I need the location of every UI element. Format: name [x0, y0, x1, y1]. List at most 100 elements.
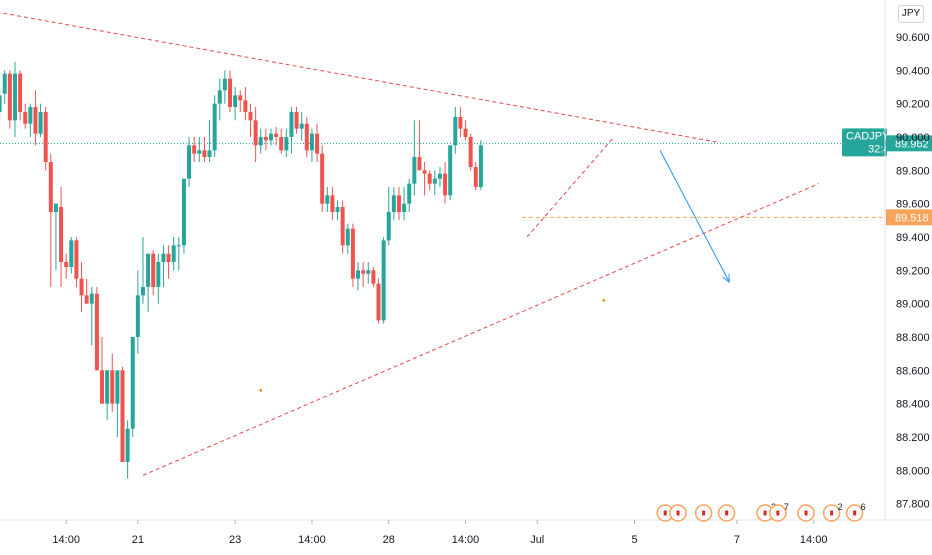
- candle-body: [125, 428, 130, 462]
- maple-leaf-icon: [853, 510, 857, 516]
- candle-body: [243, 100, 248, 112]
- event-flag-icon[interactable]: [797, 504, 815, 522]
- event-flag-icon[interactable]: 7: [769, 502, 789, 522]
- candle-body: [473, 167, 478, 187]
- maple-leaf-icon: [763, 510, 767, 516]
- candle: [202, 137, 207, 162]
- candle-body: [335, 207, 340, 212]
- candle-body: [432, 178, 437, 184]
- candle: [335, 200, 340, 221]
- candle-body: [156, 262, 161, 287]
- candle: [151, 250, 156, 296]
- time-tick-label: 28: [383, 534, 395, 546]
- candle: [391, 187, 396, 221]
- candle: [473, 162, 478, 191]
- price-tick-label: 89.000: [896, 299, 930, 311]
- trend-lines[interactable]: [0, 7, 885, 476]
- forecast-arrow-head[interactable]: [722, 273, 730, 284]
- candle: [468, 133, 473, 171]
- event-flag-icon[interactable]: 2: [822, 502, 843, 522]
- candle: [12, 62, 17, 137]
- candle: [33, 90, 38, 146]
- forecast-arrow[interactable]: [659, 150, 730, 283]
- candle-body: [187, 145, 192, 179]
- candle-body: [391, 195, 396, 212]
- candle-body: [396, 195, 401, 212]
- candle: [443, 162, 448, 204]
- candle: [38, 103, 43, 137]
- price-tick-label: 89.400: [896, 232, 930, 244]
- time-axis[interactable]: 14:00 21 23 14:00 28 14:00 Jul 5 7 14:00: [0, 519, 932, 546]
- candle-body: [345, 228, 350, 246]
- candle: [176, 237, 181, 271]
- candle-body: [366, 270, 371, 274]
- trend-line[interactable]: [0, 7, 717, 143]
- candle: [330, 187, 335, 221]
- candle: [110, 353, 115, 412]
- candle-body: [2, 73, 7, 94]
- candle: [74, 237, 79, 287]
- candle: [376, 278, 381, 324]
- candle-body: [258, 137, 263, 146]
- time-tick-label: 14:00: [52, 534, 80, 546]
- candle: [309, 128, 314, 162]
- candle-body: [263, 137, 268, 141]
- trend-line[interactable]: [526, 136, 615, 238]
- candle: [299, 112, 304, 141]
- price-tick-label: 90.600: [896, 32, 930, 44]
- candle-body: [110, 370, 115, 404]
- symbol-label: CADJPY: [846, 130, 890, 142]
- candle: [320, 145, 325, 212]
- candle: [463, 120, 468, 141]
- candle: [228, 70, 233, 112]
- candle-body: [386, 212, 391, 241]
- candle: [135, 270, 140, 354]
- candle: [69, 237, 74, 274]
- event-flag-icon[interactable]: [694, 504, 713, 522]
- candle-body: [371, 270, 376, 284]
- event-flag-icon[interactable]: [669, 504, 687, 522]
- candle: [417, 120, 422, 171]
- candle-body: [325, 195, 330, 204]
- candle-body: [212, 103, 217, 151]
- event-flag-icon[interactable]: [717, 504, 736, 522]
- candle-body: [468, 137, 473, 167]
- candle-body: [7, 73, 12, 121]
- candle-body: [304, 123, 309, 151]
- candle: [222, 70, 227, 104]
- candle: [432, 170, 437, 196]
- price-axis[interactable]: 87.800 88.000 88.200 88.400 88.600 88.800 89.0…: [884, 0, 930, 520]
- candle-body: [151, 253, 156, 287]
- maple-leaf-icon: [663, 510, 667, 516]
- maple-leaf-icon: [725, 510, 729, 516]
- event-count: 7: [784, 502, 789, 512]
- candle-body: [376, 283, 381, 321]
- candle: [407, 178, 412, 212]
- candle-body: [422, 170, 427, 174]
- candle-body: [176, 245, 181, 247]
- candle-body: [197, 150, 202, 154]
- candle: [412, 120, 417, 196]
- candle: [23, 103, 28, 129]
- candle: [448, 145, 453, 201]
- event-flag-icon[interactable]: [656, 504, 674, 522]
- candle: [304, 117, 309, 157]
- trend-line[interactable]: [142, 183, 820, 476]
- point-marker: [602, 299, 606, 302]
- price-tick-label: 90.400: [896, 65, 930, 77]
- candle: [187, 137, 192, 187]
- event-flag-icon[interactable]: 6: [845, 502, 866, 522]
- economic-events[interactable]: 2726: [656, 502, 866, 522]
- candle: [166, 245, 171, 279]
- time-tick-label: 14:00: [298, 534, 326, 546]
- candle: [79, 262, 84, 312]
- candle-body: [192, 145, 197, 154]
- candle-body: [222, 78, 227, 91]
- candle: [59, 187, 64, 287]
- price-tick-label: 88.800: [896, 332, 930, 344]
- candle: [197, 137, 202, 162]
